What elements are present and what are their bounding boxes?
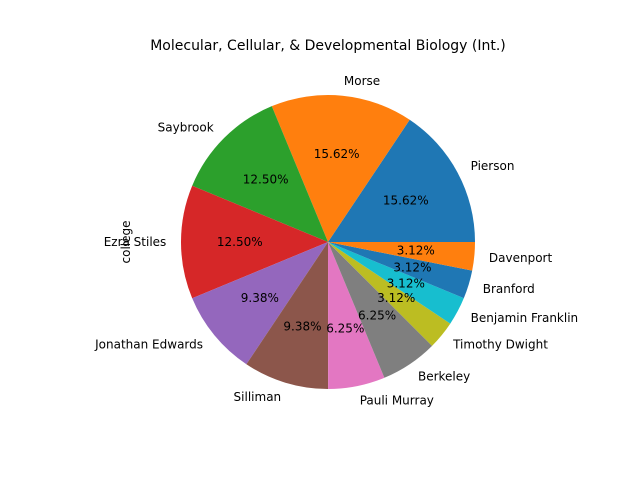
slice-labels: Pierson Morse Saybrook Ezra Stiles Jonathan … (94, 74, 578, 407)
slice-percent-label: 12.50% (243, 173, 289, 187)
pie-slice-davenport (328, 242, 475, 271)
slice-percent-label: 9.38% (241, 291, 279, 305)
pie-slice-jonathan-edwards (192, 242, 328, 365)
slice-percent-label: 6.25% (358, 308, 396, 322)
slice-percent-labels: 15.62% 15.62% 12.50% 12.50% 9.38% 9.38% 6.25%6… (217, 147, 435, 335)
slice-label: Ezra Stiles (104, 235, 167, 249)
slice-label: Pierson (471, 159, 515, 173)
pie-slice-pauli-murray (328, 242, 385, 389)
pie-slice-saybrook (192, 106, 328, 243)
pie-slice-ezra-stiles (180, 185, 328, 299)
slice-label: Davenport (489, 251, 553, 265)
slice-label: Pauli Murray (360, 394, 434, 408)
slice-percent-label: 3.12% (393, 261, 431, 275)
y-axis-label: college (119, 221, 133, 264)
pie-slice-benjamin-franklin (328, 242, 464, 324)
slice-percent-label: 9.38% (283, 319, 321, 333)
slice-label: Saybrook (158, 121, 214, 135)
slice-percent-label: 15.62% (383, 193, 429, 207)
slice-percent-label: 3.12% (377, 291, 415, 305)
slice-label: Silliman (234, 390, 282, 404)
slice-label: Berkeley (418, 369, 470, 383)
pie-slice-silliman (246, 242, 329, 390)
slice-percent-label: 3.12% (387, 277, 425, 291)
slice-percent-label: 6.25% (326, 321, 364, 335)
pie-slices (180, 95, 475, 390)
pie-slice-pierson (328, 119, 475, 242)
slice-label: Jonathan Edwards (94, 338, 203, 352)
slice-label: Timothy Dwight (452, 337, 548, 351)
pie-slice-timothy-dwight (328, 242, 451, 346)
slice-percent-label: 12.50% (217, 235, 263, 249)
slice-label: Branford (483, 282, 535, 296)
pie-slice-branford (328, 242, 473, 299)
pie-slice-morse (271, 95, 410, 243)
slice-percent-label: 3.12% (397, 244, 435, 258)
slice-label: Morse (344, 74, 380, 88)
slice-label: Benjamin Franklin (471, 311, 579, 325)
chart-title: Molecular, Cellular, & Developmental Bio… (150, 38, 506, 54)
slice-percent-label: 15.62% (314, 147, 360, 161)
pie-slice-berkeley (328, 242, 433, 378)
